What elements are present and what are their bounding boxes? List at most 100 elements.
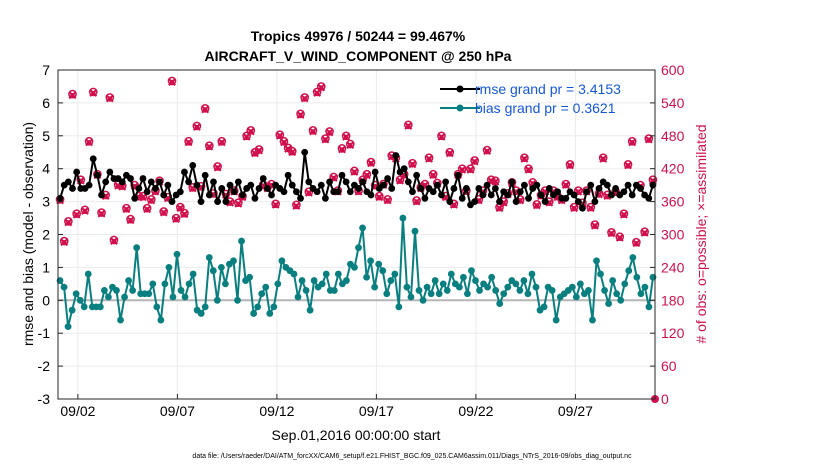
- obs-assimilated-dot: [173, 216, 179, 222]
- obs-possible-point: [68, 89, 77, 99]
- obs-assimilated-point: [466, 165, 475, 174]
- bias-point: [568, 283, 576, 291]
- obs-assimilated-dot: [563, 182, 569, 188]
- obs-assimilated-point: [586, 204, 595, 213]
- x-tick-label-0: 09/02: [60, 403, 95, 419]
- bias-point: [609, 277, 617, 284]
- obs-assimilated-dot: [422, 182, 428, 188]
- obs-possible-point: [383, 195, 392, 204]
- rmse-point: [392, 152, 400, 159]
- rmse-point: [562, 194, 570, 202]
- rmse-point: [305, 178, 313, 186]
- obs-assimilated-dot: [99, 211, 104, 216]
- rmse-point: [579, 204, 586, 212]
- obs-assimilated-point: [491, 177, 500, 186]
- obs-assimilated-dot: [327, 130, 332, 135]
- rmse-point: [496, 198, 503, 206]
- x-tick-label-1: 09/07: [160, 403, 195, 419]
- rmse-point: [541, 198, 549, 206]
- obs-assimilated-point: [176, 204, 185, 213]
- obs-possible-point: [72, 209, 82, 219]
- bias-point: [500, 290, 508, 298]
- obs-assimilated-dot: [207, 144, 212, 149]
- bias-point: [423, 283, 431, 291]
- bias-point: [407, 293, 415, 301]
- obs-possible-point: [146, 195, 156, 204]
- obs-assimilated-point: [139, 193, 147, 202]
- bias-point: [468, 267, 475, 275]
- rmse-point: [371, 168, 379, 176]
- obs-assimilated-dot: [120, 184, 125, 189]
- rmse-point: [73, 168, 81, 176]
- bias-point: [637, 290, 645, 298]
- obs-assimilated-dot: [426, 156, 432, 162]
- bias-point: [512, 280, 520, 288]
- obs-assimilated-point: [458, 165, 467, 174]
- obs-assimilated-dot: [244, 134, 249, 140]
- obs-possible-point: [105, 93, 115, 102]
- obs-assimilated-dot: [642, 230, 647, 236]
- rmse-point: [181, 168, 188, 176]
- obs-assimilated-dot: [140, 195, 146, 200]
- bias-point: [310, 277, 318, 284]
- obs-assimilated-dot: [364, 173, 370, 178]
- rmse-point: [317, 181, 325, 189]
- obs-assimilated-dot: [348, 142, 353, 148]
- bias-point: [343, 277, 350, 284]
- bias-point: [447, 270, 455, 278]
- obs-assimilated-dot: [74, 212, 79, 217]
- obs-possible-point: [640, 227, 649, 237]
- rmse-point: [201, 171, 209, 179]
- bias-point: [197, 310, 205, 317]
- bias-point: [419, 296, 427, 304]
- rmse-point: [189, 162, 197, 169]
- bias-point: [379, 267, 387, 275]
- right-tick-label-0: 0: [661, 391, 669, 407]
- rmse-point: [164, 181, 172, 189]
- obs-assimilated-dot: [310, 129, 316, 134]
- rmse-point: [226, 181, 234, 189]
- obs-assimilated-dot: [576, 189, 581, 194]
- obs-assimilated-dot: [377, 195, 382, 200]
- obs-assimilated-dot: [600, 156, 606, 162]
- bias-point: [633, 273, 641, 281]
- rmse-point: [259, 175, 267, 182]
- rmse-point: [587, 181, 595, 189]
- obs-assimilated-point: [412, 197, 421, 206]
- bias-point: [258, 290, 266, 298]
- obs-assimilated-dot: [66, 220, 71, 225]
- obs-assimilated-point: [192, 123, 201, 131]
- obs-assimilated-dot: [468, 167, 473, 172]
- obs-assimilated-dot: [621, 212, 627, 217]
- obs-possible-point: [316, 82, 326, 91]
- bias-point: [645, 303, 653, 311]
- rmse-point: [450, 185, 458, 192]
- obs-assimilated-point: [599, 154, 608, 163]
- bias-point: [431, 277, 439, 284]
- rmse-point: [185, 178, 192, 186]
- obs-assimilated-point: [217, 138, 226, 147]
- rmse-point: [608, 191, 615, 199]
- rmse-point: [292, 188, 300, 196]
- rmse-point: [429, 188, 437, 196]
- obs-possible-point: [175, 202, 185, 212]
- obs-possible-point: [345, 139, 355, 149]
- rmse-point: [152, 185, 159, 192]
- rmse-point: [359, 178, 367, 186]
- bias-point: [60, 283, 68, 291]
- right-tick-label-7: 420: [661, 161, 685, 177]
- obs-possible-point: [403, 120, 413, 130]
- obs-assimilated-dot: [406, 123, 411, 129]
- bias-point: [125, 277, 132, 284]
- bias-point: [318, 280, 326, 288]
- obs-possible-point: [586, 202, 596, 212]
- bias-line: [59, 217, 654, 328]
- bias-point: [464, 290, 471, 298]
- obs-possible-point: [412, 196, 421, 205]
- rmse-point: [205, 191, 213, 199]
- rmse-point: [218, 185, 226, 192]
- bias-point: [443, 287, 451, 294]
- rmse-point: [554, 188, 561, 196]
- obs-assimilated-dot: [497, 205, 502, 211]
- obs-assimilated-point: [404, 122, 413, 130]
